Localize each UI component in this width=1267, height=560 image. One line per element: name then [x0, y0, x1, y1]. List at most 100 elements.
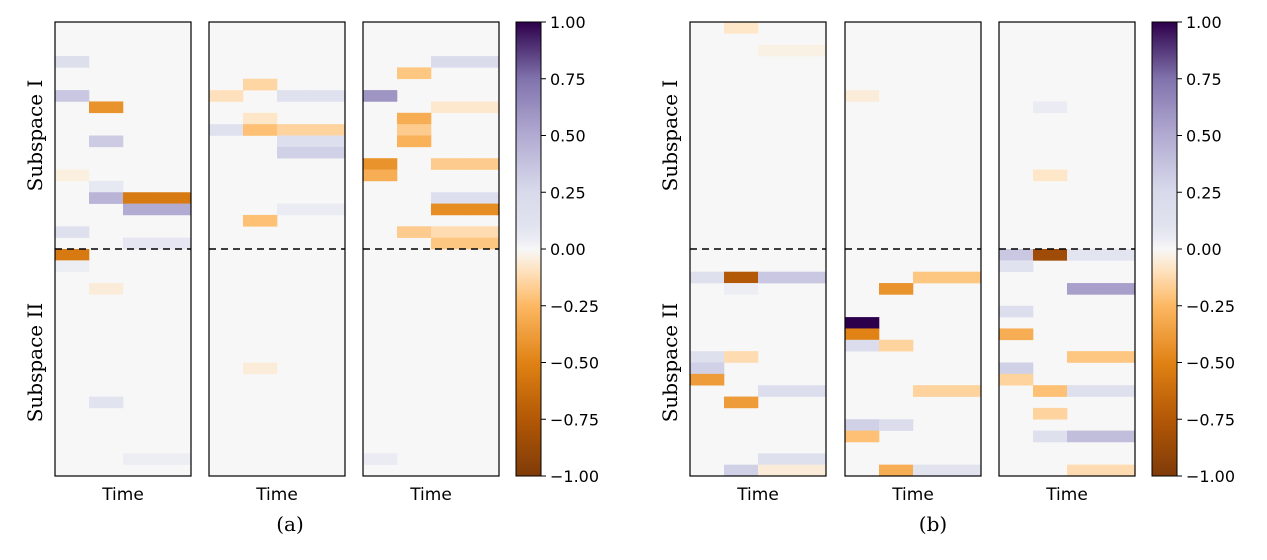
heatmap-cell	[758, 271, 793, 284]
heatmap-cell	[157, 192, 192, 204]
heatmap-panel: Time	[689, 21, 827, 505]
heatmap-cell	[1067, 430, 1102, 443]
heatmap-cell	[690, 373, 725, 386]
panel-frame	[54, 21, 192, 477]
x-axis-label: Time	[891, 485, 934, 505]
colorbar-tick-label: 0.50	[550, 127, 586, 146]
heatmap-cell	[690, 351, 725, 363]
heatmap-cell	[1033, 101, 1068, 114]
heatmap-cell	[363, 453, 398, 465]
heatmap-cell	[55, 260, 90, 272]
panel-frame	[844, 21, 982, 477]
colorbar-tick-label: 0.50	[1186, 127, 1222, 146]
x-axis-label: Time	[255, 485, 298, 505]
colorbar-tick-label: 1.00	[1186, 13, 1222, 32]
heatmap-cell	[792, 453, 827, 465]
heatmap-cell	[947, 385, 982, 397]
panel-group-1: Time Time Time Subspace I Subspace II 1.00 0.7…	[23, 13, 599, 536]
heatmap-cell	[431, 237, 466, 250]
heatmap-cell	[999, 362, 1034, 375]
panel-caption: (b)	[919, 512, 947, 536]
colorbar-tick-label: −0.25	[550, 297, 599, 316]
heatmap-cell	[724, 283, 759, 295]
heatmap-cell	[913, 385, 948, 397]
colorbar-tick-label: −0.50	[550, 354, 599, 373]
colorbar-tick-label: 0.25	[1186, 183, 1222, 202]
heatmap-panel: Time	[208, 21, 346, 505]
heatmap-cell	[792, 385, 827, 397]
panel-frame	[362, 21, 500, 477]
heatmap-cell	[1033, 385, 1068, 397]
heatmap-panel: Time	[998, 21, 1136, 505]
heatmap-cell	[1033, 169, 1068, 182]
heatmap-cell	[311, 146, 346, 159]
heatmap-cell	[89, 135, 124, 148]
heatmap-cell	[363, 158, 398, 170]
heatmap-cell	[397, 112, 432, 125]
heatmap-cell	[277, 203, 312, 216]
heatmap-cell	[1067, 464, 1102, 477]
colorbar: 1.00 0.75 0.50 0.25 0.00 −0.25 −0.50 −0.75 −1.00	[515, 13, 599, 486]
heatmap-cell	[55, 169, 90, 182]
heatmap-cell	[758, 453, 793, 465]
heatmap-cell	[724, 464, 759, 477]
heatmap-cell	[999, 305, 1034, 318]
heatmap-panel: Time	[844, 21, 982, 505]
heatmap-cell	[243, 214, 278, 227]
colorbar-tick-label: 0.25	[550, 183, 586, 202]
colorbar-tick-label: −0.75	[1186, 410, 1235, 429]
heatmap-cell	[1067, 351, 1102, 363]
heatmap-cell	[123, 453, 158, 465]
colorbar-gradient	[515, 21, 542, 477]
colorbar-tick-label: −1.00	[550, 467, 599, 486]
heatmap-cell	[690, 362, 725, 375]
subspace-label: Subspace II	[23, 303, 47, 423]
heatmap-cell	[1101, 385, 1136, 397]
heatmap-cell	[431, 192, 466, 204]
heatmap-cell	[879, 283, 914, 295]
heatmap-cell	[465, 226, 500, 238]
heatmap-cell	[724, 351, 759, 363]
heatmap-cell	[55, 226, 90, 238]
subspace-label: Subspace II	[658, 303, 682, 423]
heatmap-cell	[209, 90, 244, 102]
heatmap-cell	[431, 203, 466, 216]
heatmap-cell	[913, 271, 948, 284]
heatmap-cell	[792, 44, 827, 57]
heatmap-cell	[465, 101, 500, 114]
heatmap-cell	[397, 226, 432, 238]
heatmap-cell	[277, 124, 312, 136]
heatmap-cell	[999, 328, 1034, 341]
panel-frame	[998, 21, 1136, 477]
colorbar-tick-label: 0.75	[1186, 70, 1222, 89]
heatmap-cell	[431, 56, 466, 68]
heatmap-cell	[397, 67, 432, 80]
heatmap-cell	[123, 192, 158, 204]
heatmap-cell	[1033, 430, 1068, 443]
heatmap-cell	[55, 56, 90, 68]
colorbar-gradient	[1151, 21, 1178, 477]
x-axis-label: Time	[736, 485, 779, 505]
heatmap-cell	[1101, 351, 1136, 363]
colorbar: 1.00 0.75 0.50 0.25 0.00 −0.25 −0.50 −0.75 −1.00	[1151, 13, 1235, 486]
heatmap-cell	[879, 464, 914, 477]
heatmap-cell	[724, 396, 759, 409]
heatmap-cell	[999, 373, 1034, 386]
panel-group-2: Time Time Time Subspace I Subspace II 1.00 0.7…	[658, 13, 1235, 536]
heatmap-cell	[999, 260, 1034, 272]
panel-caption: (a)	[276, 512, 304, 536]
heatmap-cell	[724, 22, 759, 34]
heatmap-cell	[879, 419, 914, 431]
heatmap-cell	[845, 430, 880, 443]
heatmap-cell	[1033, 407, 1068, 420]
heatmap-cell	[758, 44, 793, 57]
heatmap-cell	[1101, 430, 1136, 443]
heatmap-cell	[845, 90, 880, 102]
heatmap-cell	[363, 90, 398, 102]
heatmap-cell	[1101, 464, 1136, 477]
colorbar-tick-label: 0.00	[1186, 240, 1222, 259]
heatmap-cell	[89, 192, 124, 204]
x-axis-label: Time	[409, 485, 452, 505]
heatmap-cell	[465, 56, 500, 68]
